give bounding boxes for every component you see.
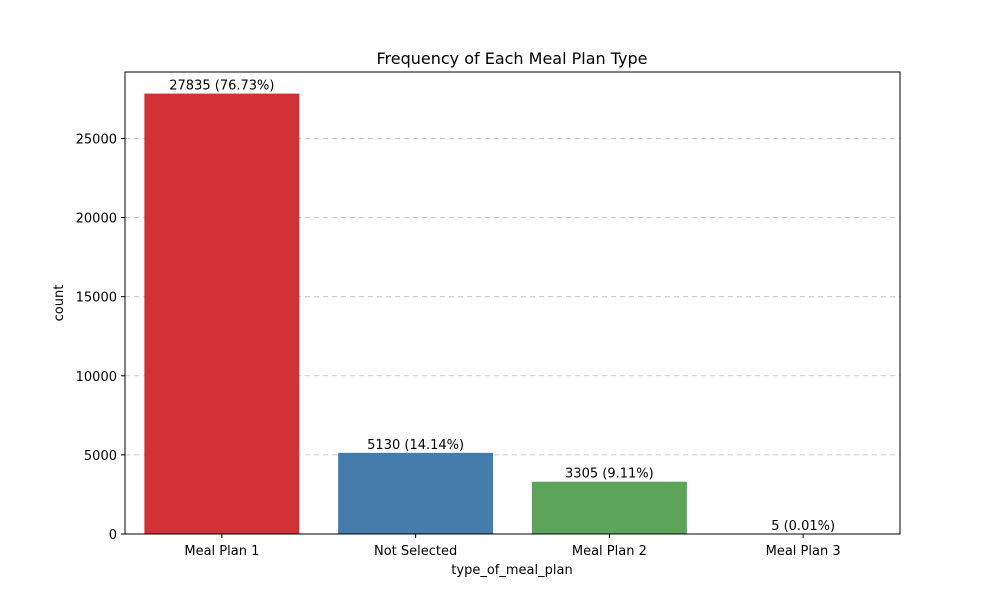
x-tick-label: Not Selected (374, 544, 457, 559)
x-tick-label: Meal Plan 1 (184, 544, 259, 559)
data-label: 27835 (76.73%) (169, 79, 274, 94)
bar (338, 452, 494, 534)
x-tick-label: Meal Plan 3 (766, 544, 841, 559)
chart-title: Frequency of Each Meal Plan Type (376, 49, 647, 68)
data-label: 3305 (9.11%) (565, 467, 654, 482)
y-tick-label: 10000 (76, 370, 117, 385)
x-axis-label: type_of_meal_plan (451, 563, 572, 578)
x-tick-label: Meal Plan 2 (572, 544, 647, 559)
axes-frame (124, 71, 901, 535)
y-tick-label: 25000 (76, 132, 117, 147)
bar (144, 93, 300, 534)
bars (144, 93, 881, 534)
data-label: 5 (0.01%) (771, 519, 835, 534)
bar (531, 481, 687, 534)
data-labels: 27835 (76.73%) 5130 (14.14%) 3305 (9.11%) 5… (169, 79, 835, 534)
y-tick-label: 20000 (76, 212, 117, 227)
data-label: 5130 (14.14%) (367, 438, 464, 453)
y-tick-label: 15000 (76, 291, 117, 306)
y-axis-label: count (52, 285, 67, 322)
x-axis: Meal Plan 1 Not Selected Meal Plan 2 Meal P… (184, 534, 841, 559)
y-tick-label: 0 (109, 528, 117, 543)
y-tick-label: 5000 (84, 449, 117, 464)
y-axis: 0 5000 10000 15000 20000 25000 (76, 132, 125, 543)
